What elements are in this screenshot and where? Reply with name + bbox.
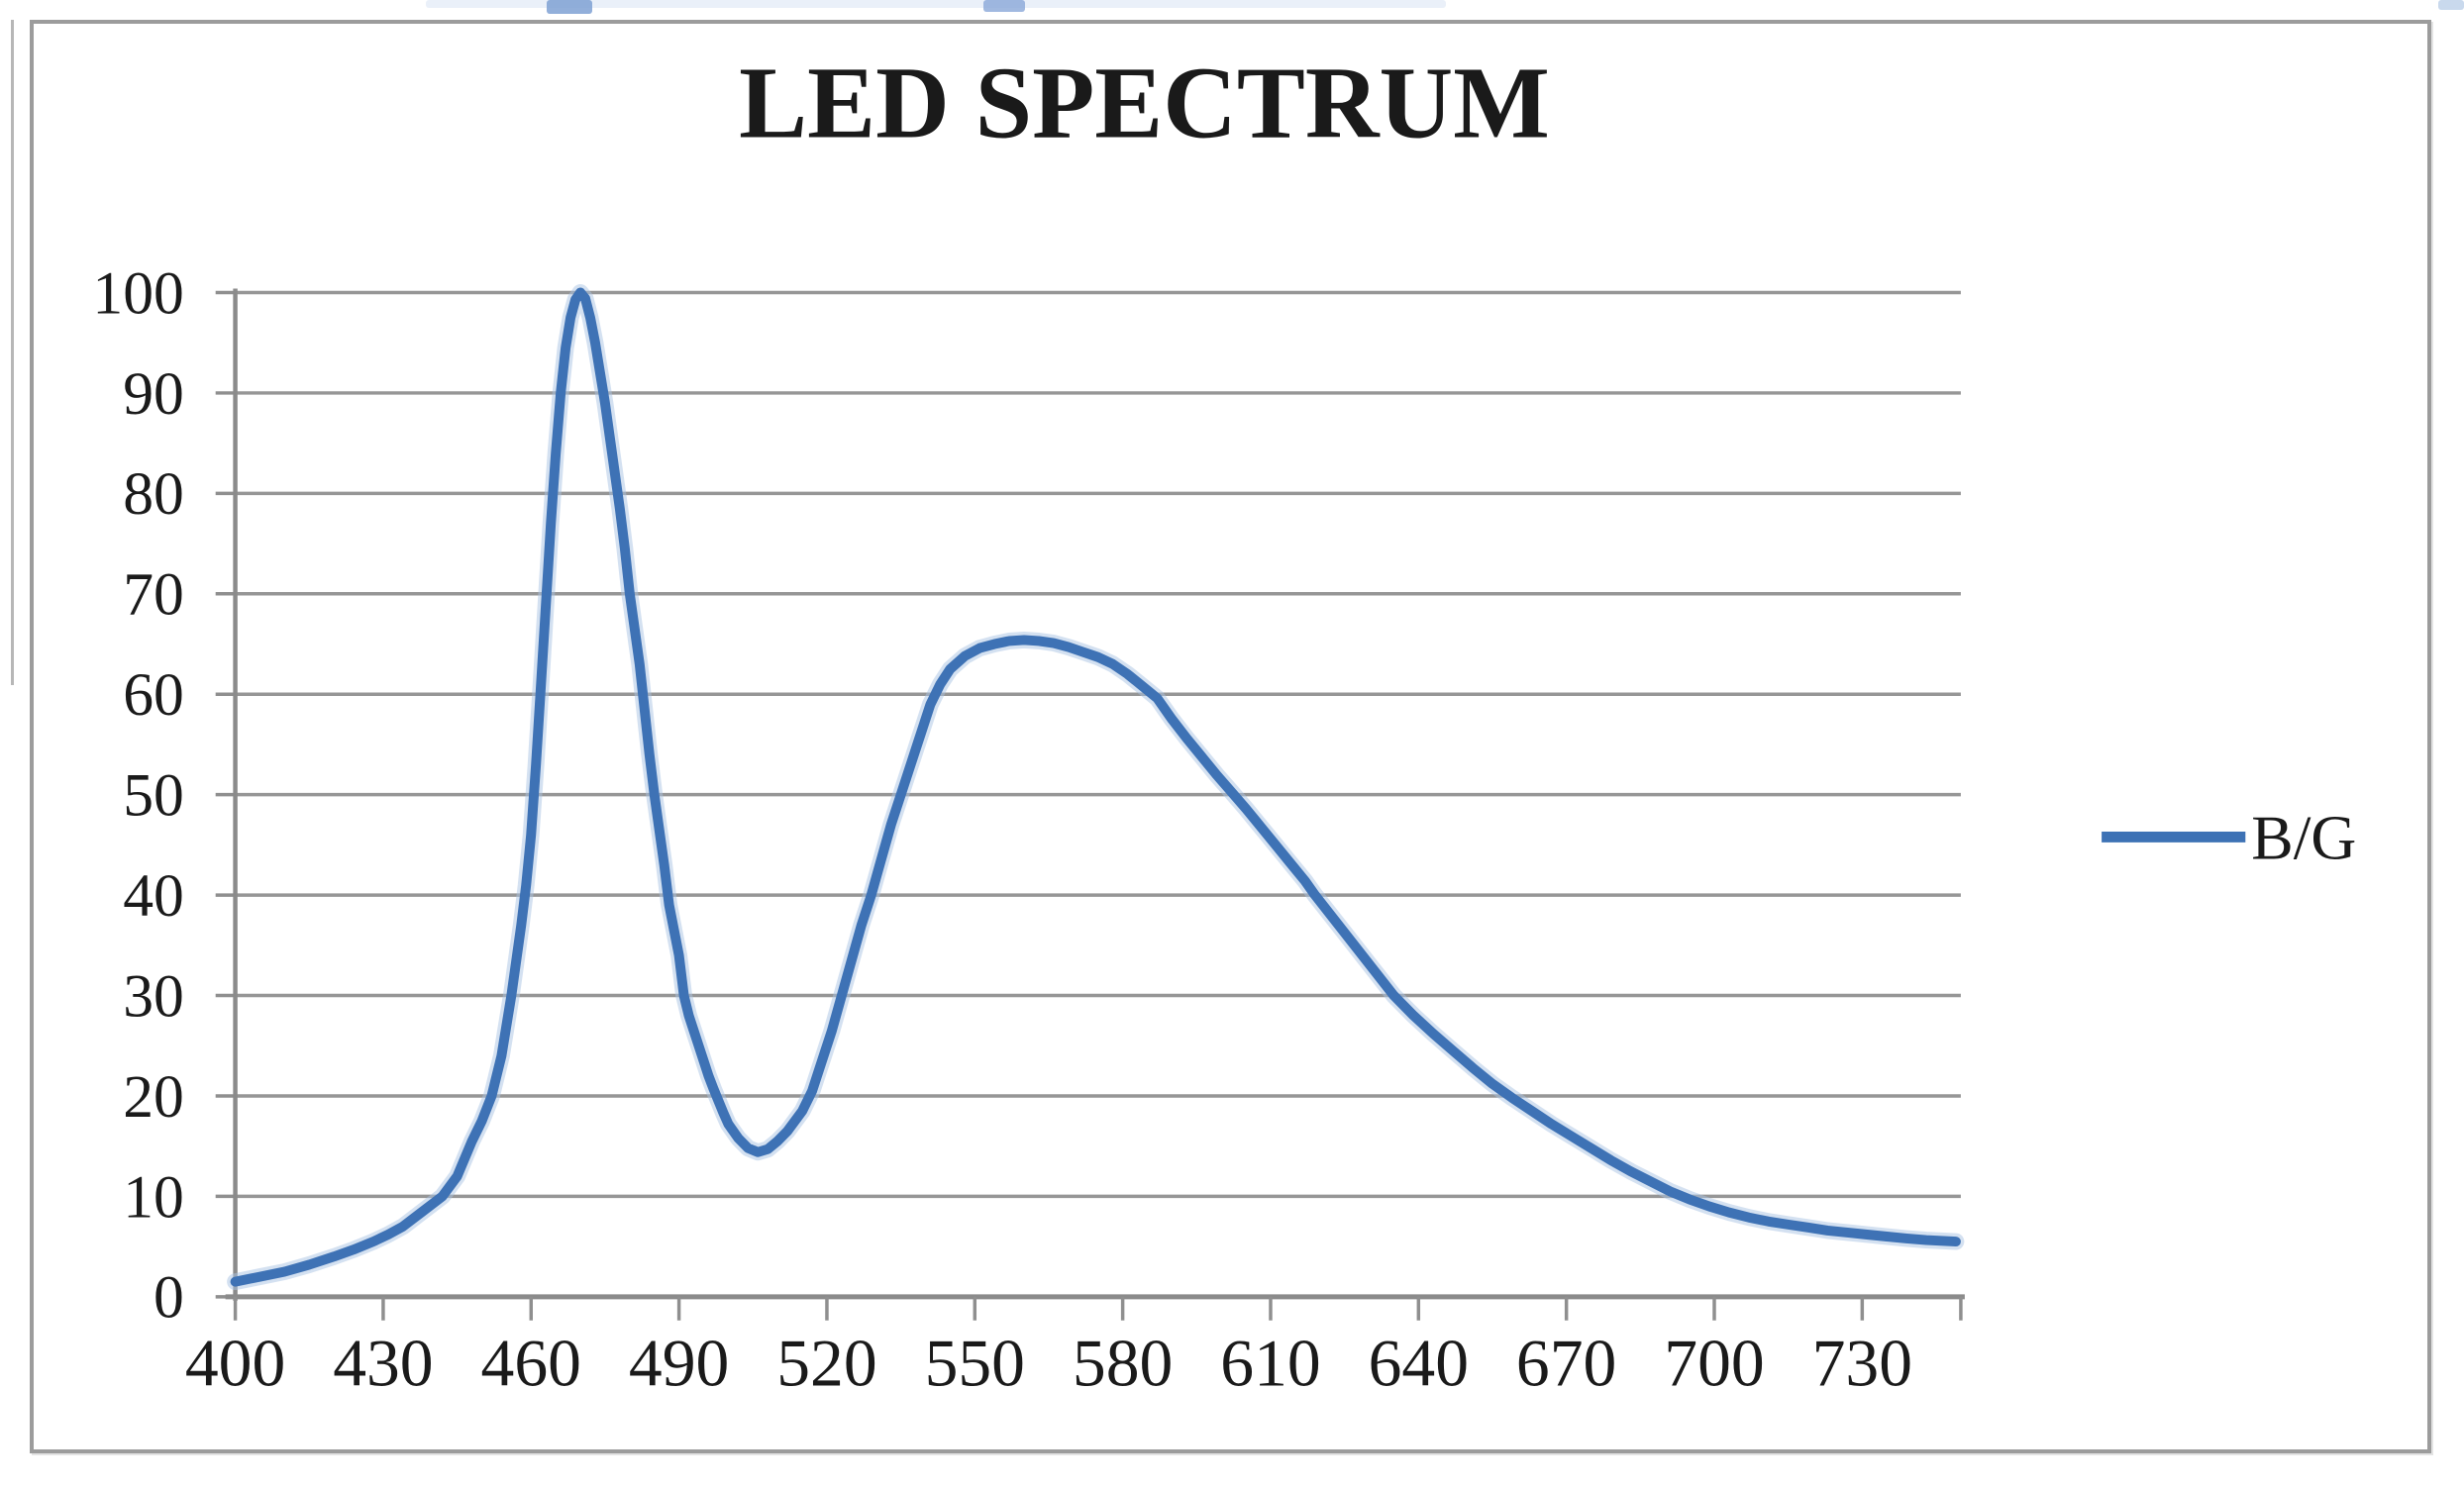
series-line xyxy=(230,287,1961,1287)
x-tick-label: 550 xyxy=(925,1326,1025,1400)
y-tick-label: 70 xyxy=(123,561,184,629)
x-tick-label: 670 xyxy=(1516,1326,1616,1400)
y-tick-label: 90 xyxy=(123,360,184,428)
y-tick-label: 30 xyxy=(123,962,184,1030)
cropped-text-artifact xyxy=(983,0,1025,12)
chart-title: LED SPECTRUM xyxy=(739,47,1550,159)
x-tick-label: 400 xyxy=(185,1326,285,1400)
x-tick-label: 520 xyxy=(776,1326,876,1400)
y-tick-label: 80 xyxy=(123,460,184,528)
cropped-text-artifact xyxy=(2438,0,2464,10)
x-tick-label: 610 xyxy=(1220,1326,1320,1400)
cropped-text-artifact xyxy=(426,0,1446,8)
y-tick-label: 20 xyxy=(123,1063,184,1131)
y-tick-label: 0 xyxy=(154,1264,184,1332)
axes xyxy=(215,288,1965,1321)
x-tick-label: 700 xyxy=(1664,1326,1764,1400)
x-tick-label: 580 xyxy=(1073,1326,1173,1400)
table-border-artifact xyxy=(11,20,14,685)
x-tick-label: 430 xyxy=(333,1326,433,1400)
y-tick-label: 100 xyxy=(92,259,183,327)
chart-figure: LED SPECTRUM 0 10 20 30 40 50 60 70 80 90 100 400 43… xyxy=(30,20,2431,1453)
plot-area: LED SPECTRUM 0 10 20 30 40 50 60 70 80 90 100 400 43… xyxy=(92,47,2356,1400)
y-tick-label: 10 xyxy=(123,1163,184,1231)
x-tick-label: 490 xyxy=(629,1326,729,1400)
x-tick-label: 730 xyxy=(1812,1326,1912,1400)
x-tick-label: 460 xyxy=(481,1326,581,1400)
cropped-text-artifact xyxy=(547,0,592,14)
legend-label: B/G xyxy=(2251,802,2356,872)
x-tick-label: 640 xyxy=(1369,1326,1469,1400)
y-tick-label: 40 xyxy=(123,862,184,930)
y-tick-label: 50 xyxy=(123,762,184,830)
tick-labels: 0 10 20 30 40 50 60 70 80 90 100 400 430 460 490 520 550… xyxy=(92,259,1912,1400)
y-tick-label: 60 xyxy=(123,661,184,729)
legend: B/G xyxy=(2102,802,2356,872)
series-line-halo xyxy=(227,284,1965,1291)
